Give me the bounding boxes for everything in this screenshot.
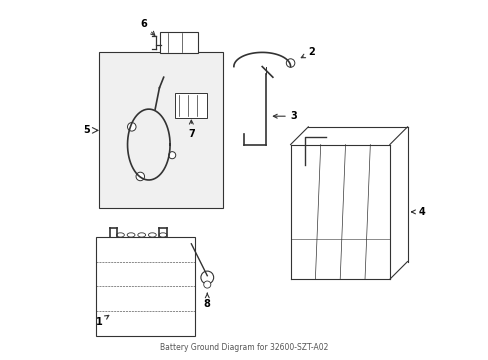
Text: 1: 1 [96, 315, 108, 327]
FancyBboxPatch shape [175, 93, 207, 118]
Circle shape [201, 271, 213, 284]
Text: 6: 6 [140, 19, 155, 35]
Text: 8: 8 [203, 293, 210, 309]
Text: 5: 5 [83, 125, 90, 135]
FancyBboxPatch shape [160, 32, 197, 54]
Text: 4: 4 [411, 207, 424, 217]
Ellipse shape [159, 233, 166, 237]
Circle shape [168, 152, 175, 159]
Circle shape [203, 281, 210, 288]
Text: 2: 2 [301, 48, 315, 58]
Circle shape [127, 123, 136, 131]
Ellipse shape [148, 233, 156, 237]
Bar [96, 237, 195, 336]
Text: 7: 7 [187, 120, 194, 139]
Ellipse shape [138, 233, 145, 237]
Text: Battery Ground Diagram for 32600-SZT-A02: Battery Ground Diagram for 32600-SZT-A02 [160, 343, 328, 352]
Circle shape [136, 172, 144, 181]
Text: 3: 3 [273, 111, 297, 121]
Circle shape [286, 59, 294, 67]
Ellipse shape [127, 233, 135, 237]
Ellipse shape [116, 233, 124, 237]
Bar [99, 53, 223, 208]
